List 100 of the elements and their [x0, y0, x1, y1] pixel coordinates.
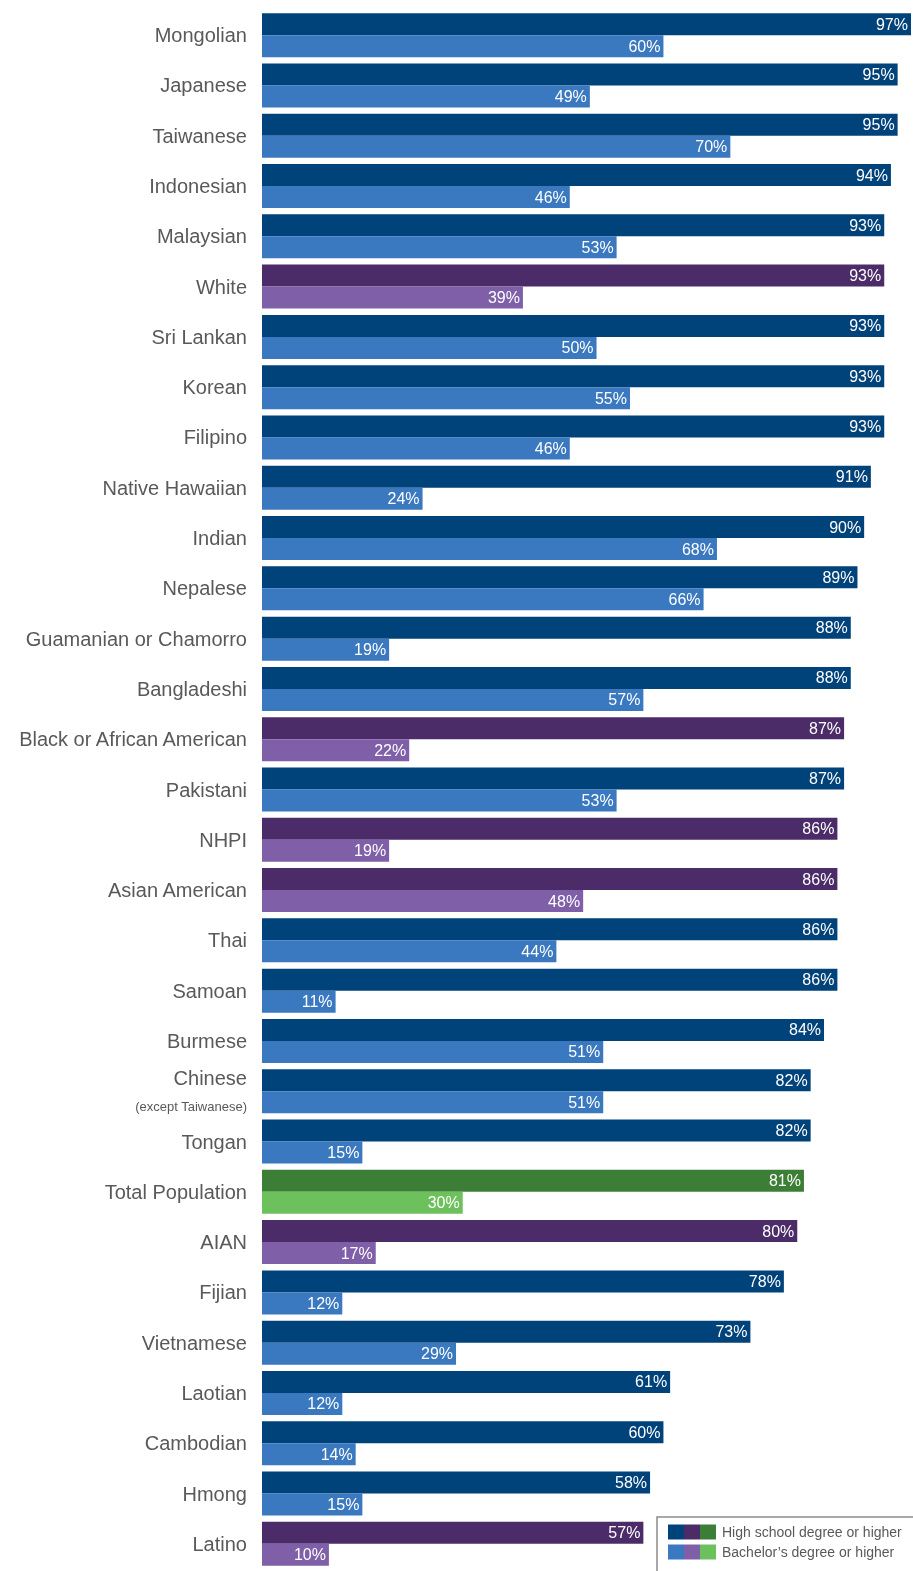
- data-label: 93%: [849, 267, 882, 285]
- bar: [262, 236, 617, 259]
- data-label: 86%: [802, 920, 835, 938]
- bar: [262, 516, 865, 539]
- data-label: 88%: [815, 669, 848, 687]
- data-label: 39%: [487, 289, 520, 307]
- bar: [262, 1141, 363, 1164]
- y-tick-label: Guamanian or Chamorro: [25, 627, 247, 650]
- bar: [262, 918, 838, 941]
- data-label: 49%: [554, 87, 587, 105]
- data-label: 68%: [681, 540, 714, 558]
- y-tick-label: Sri Lankan: [151, 325, 247, 348]
- bar: [262, 63, 898, 86]
- y-tick-label: Filipino: [183, 426, 247, 449]
- bar: [262, 968, 838, 991]
- bar: [262, 1443, 356, 1466]
- bar: [262, 717, 845, 740]
- data-label: 50%: [561, 339, 594, 357]
- bar: [262, 638, 390, 661]
- y-tick-label: Korean: [182, 376, 247, 399]
- data-label: 82%: [775, 1122, 808, 1140]
- data-label: 17%: [340, 1244, 373, 1262]
- data-label: 46%: [534, 188, 567, 206]
- y-tick-label: Taiwanese: [152, 124, 247, 147]
- data-label: 93%: [849, 317, 882, 335]
- data-label: 19%: [354, 842, 387, 860]
- y-tick-label: Malaysian: [156, 225, 247, 248]
- data-label: 29%: [421, 1345, 454, 1363]
- data-label: 66%: [668, 590, 701, 608]
- bar: [262, 666, 851, 689]
- data-label: 91%: [835, 468, 868, 486]
- data-label: 19%: [354, 641, 387, 659]
- y-tick-label: Vietnamese: [141, 1331, 247, 1354]
- legend-label: Bachelor’s degree or higher: [722, 1544, 895, 1560]
- data-label: 60%: [628, 1423, 661, 1441]
- data-label: 94%: [855, 166, 888, 184]
- bar: [262, 1119, 811, 1142]
- data-label: 87%: [809, 770, 842, 787]
- y-tick-label: Native Hawaiian: [102, 476, 247, 499]
- y-tick-label: Indonesian: [149, 175, 247, 198]
- data-label: 86%: [802, 870, 835, 888]
- data-label: 97%: [875, 15, 908, 33]
- y-tick-label: Burmese: [166, 1029, 247, 1052]
- y-tick-label: Samoan: [172, 979, 247, 1002]
- bar: [262, 113, 898, 136]
- y-tick-label: Total Population: [104, 1180, 247, 1203]
- bar: [262, 1320, 751, 1343]
- y-tick-label: Pakistani: [165, 778, 247, 801]
- data-label: 14%: [320, 1445, 353, 1463]
- bar: [262, 437, 570, 460]
- y-tick-label: Black or African American: [19, 728, 247, 751]
- y-tick-label: Hmong: [182, 1482, 247, 1505]
- data-label: 30%: [427, 1194, 460, 1212]
- data-label: 55%: [594, 389, 627, 407]
- data-label: 12%: [307, 1395, 340, 1413]
- data-label: 80%: [762, 1222, 795, 1240]
- data-label: 95%: [862, 116, 895, 134]
- bar: [262, 538, 717, 561]
- data-label: 51%: [568, 1043, 601, 1061]
- y-tick-label: Mongolian: [154, 24, 247, 47]
- bar: [262, 1342, 457, 1365]
- data-label: 90%: [829, 518, 862, 536]
- bar: [262, 135, 731, 158]
- bar: [262, 1493, 363, 1516]
- data-label: 57%: [608, 691, 641, 709]
- bar: [262, 1091, 604, 1114]
- data-label: 46%: [534, 439, 567, 457]
- data-label: 73%: [715, 1323, 748, 1341]
- data-label: 15%: [327, 1144, 360, 1162]
- data-label: 22%: [374, 741, 407, 759]
- y-tick-label: Laotian: [181, 1381, 247, 1404]
- data-label: 89%: [822, 568, 855, 586]
- data-label: 87%: [809, 719, 842, 737]
- bar: [262, 868, 838, 891]
- data-label: 93%: [849, 216, 882, 234]
- y-tick-label: Tongan: [181, 1130, 247, 1153]
- bar: [262, 336, 597, 359]
- bar: [262, 1370, 671, 1393]
- bar: [262, 465, 871, 488]
- data-label: 82%: [775, 1071, 808, 1089]
- data-label: 53%: [581, 238, 614, 256]
- bar: [262, 688, 644, 711]
- data-label: 24%: [387, 490, 420, 508]
- bar: [262, 789, 617, 812]
- data-label: 78%: [748, 1272, 781, 1290]
- bar: [262, 940, 557, 963]
- bar: [262, 817, 838, 840]
- data-label: 86%: [802, 971, 835, 989]
- bar: [262, 164, 891, 187]
- data-label: 86%: [802, 820, 835, 838]
- bar: [262, 767, 845, 790]
- data-label: 48%: [548, 892, 581, 910]
- data-label: 93%: [849, 417, 882, 435]
- bar: [262, 1169, 804, 1192]
- y-tick-label: Asian American: [108, 879, 247, 902]
- data-label: 12%: [307, 1294, 340, 1312]
- bar: [262, 1421, 664, 1444]
- bar: [262, 1242, 376, 1265]
- data-label: 57%: [608, 1524, 641, 1542]
- bar: [262, 264, 885, 287]
